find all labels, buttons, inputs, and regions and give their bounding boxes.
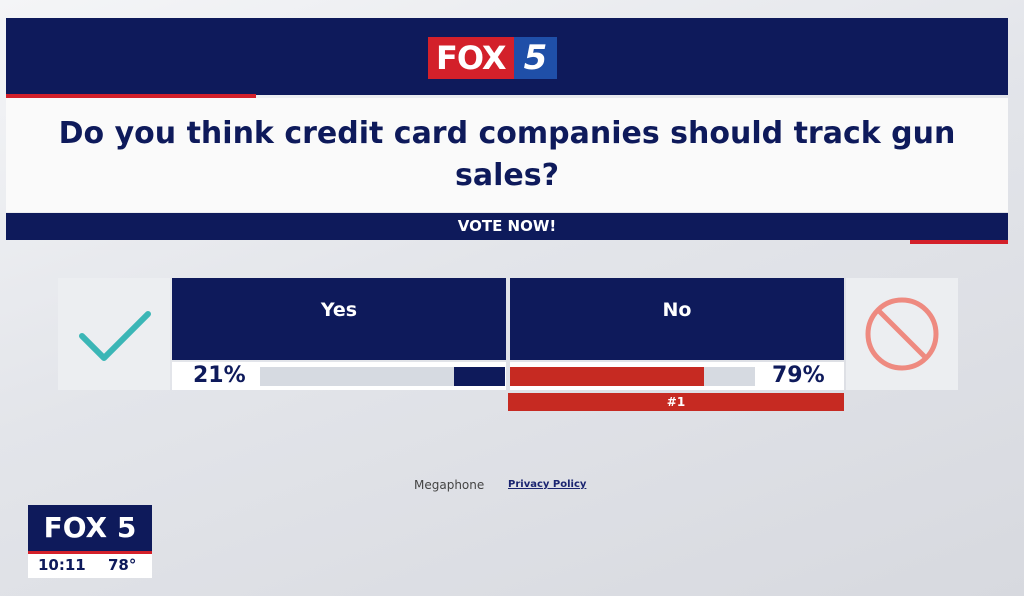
check-icon (79, 311, 151, 361)
track (260, 367, 505, 386)
logo: FOX 5 (428, 37, 558, 79)
temperature: 78° (108, 556, 137, 574)
accent-line (6, 94, 256, 98)
accent-line (910, 240, 1008, 244)
bug-logo: FOX 5 (28, 505, 152, 554)
question-box: Do you think credit card companies shoul… (6, 98, 1008, 212)
yes-icon[interactable] (58, 278, 170, 390)
result-bar (453, 367, 505, 386)
percent: 21% (193, 363, 246, 388)
track (510, 367, 755, 386)
vote-banner: VOTE NOW! (6, 213, 1008, 240)
percent: 79% (772, 363, 825, 388)
no-sign-icon (865, 297, 939, 371)
logo-word: FOX (428, 37, 514, 79)
logo-number: 5 (513, 37, 558, 79)
no-result: 79% (510, 362, 844, 390)
question: Do you think credit card companies shoul… (58, 116, 956, 193)
time: 10:11 (38, 556, 86, 574)
station-bug: FOX 5 10:11 78° (28, 505, 152, 578)
privacy-link[interactable]: Privacy Policy (508, 479, 587, 490)
yes-result: 21% (172, 362, 506, 390)
provider: Megaphone (414, 478, 485, 492)
no-icon[interactable] (846, 278, 958, 390)
yes-option[interactable]: Yes (172, 278, 506, 360)
no-option[interactable]: No (510, 278, 844, 360)
rank-badge: #1 (508, 393, 844, 411)
result-bar (510, 367, 704, 386)
